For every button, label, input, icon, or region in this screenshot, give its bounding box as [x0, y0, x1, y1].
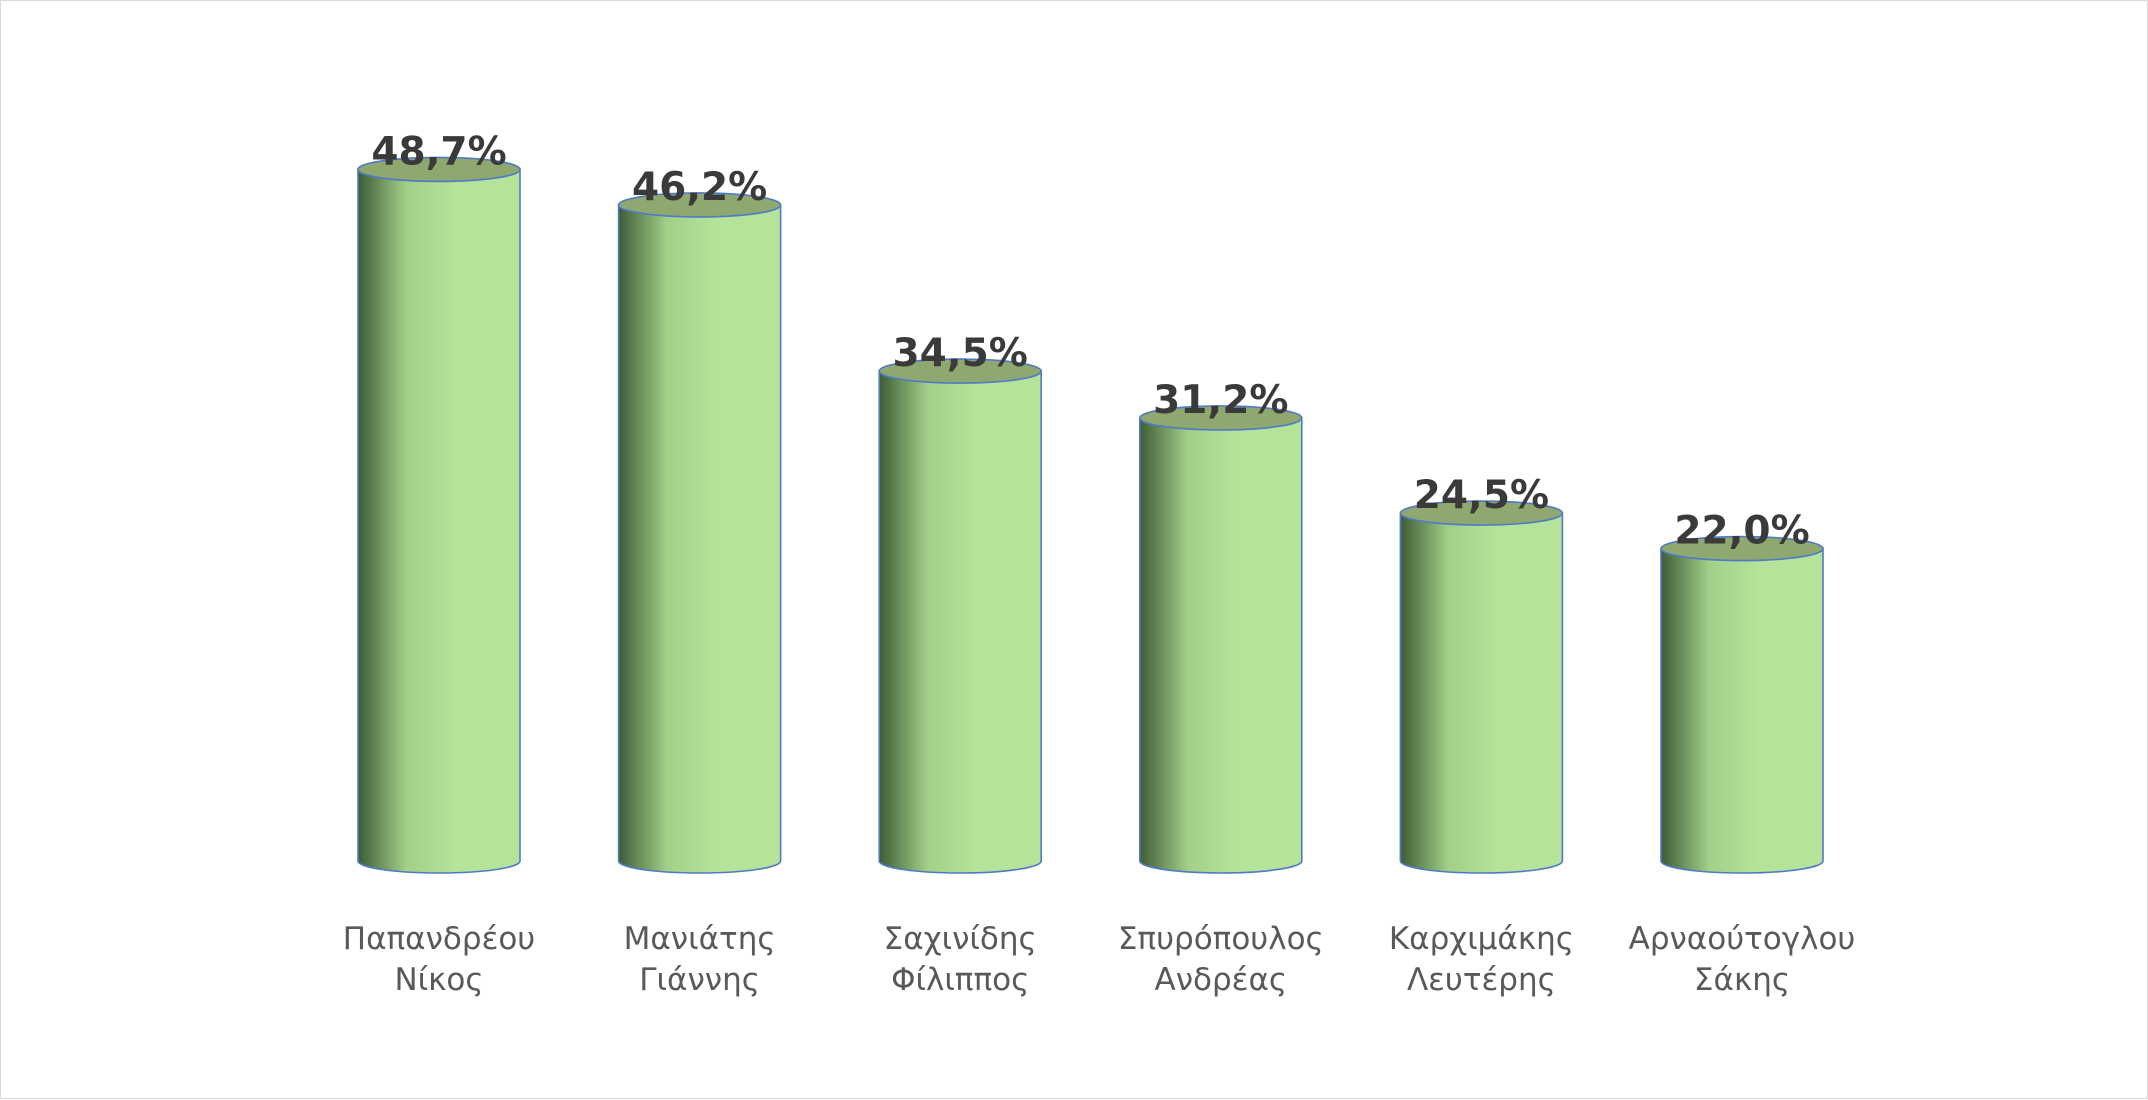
bar-body [1399, 512, 1564, 874]
bar-cylinder [878, 358, 1043, 874]
category-label: Σπυρόπουλος [1118, 921, 1324, 957]
bar-body [1139, 417, 1303, 874]
bar-cylinder [617, 192, 782, 874]
category-label: Φίλιππος [891, 962, 1029, 998]
data-labels-layer: 48,7% 46,2% 34,5% 31,2% 24,5% 22,0% [371, 129, 1809, 553]
category-label: Παπανδρέου [343, 921, 535, 957]
category-label: Γιάννης [639, 962, 760, 998]
bar-top-cap [1399, 500, 1564, 526]
category-label: Ανδρέας [1155, 962, 1288, 998]
bar-body [878, 370, 1042, 874]
category-label: Σάκης [1694, 962, 1790, 998]
bar-body [1660, 547, 1824, 874]
bar-top-cap [878, 358, 1043, 384]
bar-top-cap [1139, 405, 1303, 431]
data-label: 22,0% [1674, 509, 1809, 554]
data-label: 24,5% [1414, 473, 1549, 518]
bar-top-cap [1660, 535, 1824, 562]
bar-top-cap [617, 192, 782, 218]
bar-body [617, 204, 782, 874]
data-label: 46,2% [632, 165, 767, 210]
category-label: Καρχιμάκης [1389, 921, 1574, 957]
bar-cylinder [1399, 500, 1564, 874]
data-label: 34,5% [893, 331, 1028, 376]
bar-cylinder [1139, 405, 1303, 874]
bar-cylinder [357, 156, 521, 874]
data-label: 31,2% [1153, 378, 1288, 423]
category-label: Αρναούτογλου [1629, 921, 1856, 957]
bar-cylinder [1660, 535, 1824, 874]
category-label: Λευτέρης [1407, 962, 1556, 998]
category-label: Μανιάτης [624, 921, 776, 957]
bars-layer [357, 156, 1824, 874]
category-label: Σαχινίδης [884, 921, 1037, 957]
category-axis-labels: Παπανδρέου Νίκος Μανιάτης Γιάννης Σαχινίδης Φ… [343, 921, 1856, 998]
bar-body [357, 168, 521, 874]
category-label: Νίκος [394, 962, 483, 998]
bar-top-cap [357, 156, 521, 183]
data-label: 48,7% [371, 129, 506, 174]
